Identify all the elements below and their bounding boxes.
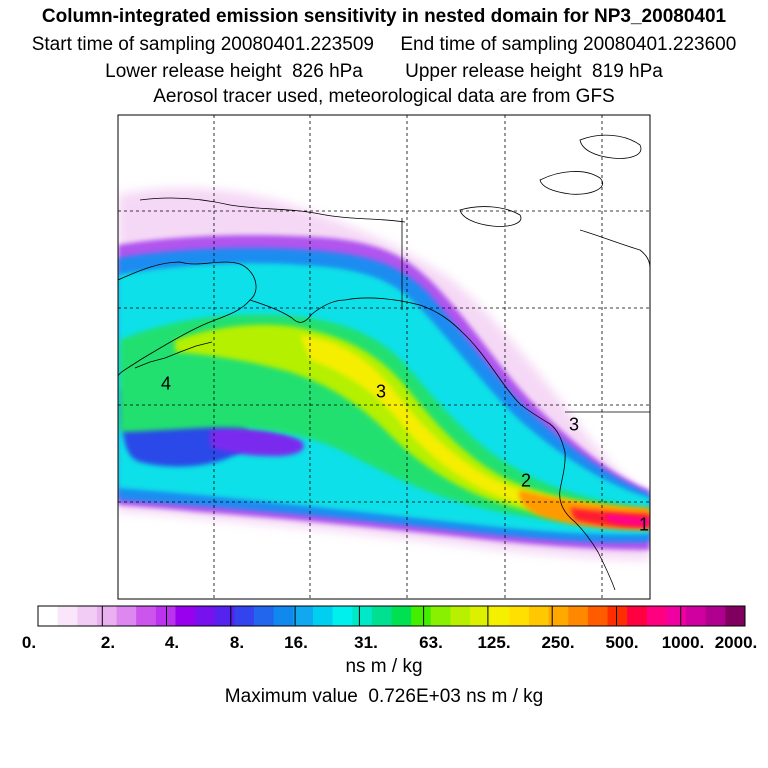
map-frame: [117, 114, 651, 600]
colorbar-swatch: [470, 606, 491, 626]
colorbar-swatch: [450, 606, 471, 626]
colorbar-swatch: [155, 606, 176, 626]
colorbar-swatch: [430, 606, 451, 626]
colorbar-swatch: [646, 606, 667, 626]
colorbar-frame: [37, 605, 746, 627]
alaska-peninsula: [249, 299, 346, 323]
colorbar-tick-3: 8.: [229, 633, 245, 652]
graticule: [118, 115, 650, 599]
map-label-2: 2: [520, 470, 532, 491]
colorbar-swatch: [391, 606, 412, 626]
canada-archipelago-2: [579, 134, 642, 159]
maximum-value: Maximum value 0.726E+03 ns m / kg: [224, 686, 544, 707]
colorbar-swatch: [116, 606, 137, 626]
tracer-note: Aerosol tracer used, meteorological data…: [153, 86, 615, 107]
colorbar-swatch: [725, 606, 746, 626]
colorbar-swatch: [195, 606, 216, 626]
colorbar: [38, 606, 746, 626]
map-label-1: 1: [638, 514, 650, 535]
end-time: End time of sampling 20080401.223600: [400, 34, 737, 55]
start-time: Start time of sampling 20080401.223509: [31, 34, 374, 55]
colorbar-tick-7: 125.: [477, 633, 511, 652]
colorbar-swatch: [568, 606, 589, 626]
sampling-times: Start time of sampling 20080401.223509 E…: [0, 34, 768, 56]
colorbar-swatch: [371, 606, 392, 626]
colorbar-tick-11: 2000.: [714, 633, 758, 652]
colorbar-swatch: [312, 606, 333, 626]
coastlines: [118, 134, 650, 591]
colorbar-swatch: [273, 606, 294, 626]
colorbar-unit: ns m / kg: [345, 656, 423, 677]
gulf-of-alaska-coast: [344, 297, 551, 425]
colorbar-swatch: [136, 606, 157, 626]
plume-yellow: [300, 335, 640, 520]
aleutian-1: [134, 341, 213, 369]
colorbar-swatch: [293, 606, 314, 626]
map-label-4: 4: [160, 373, 172, 394]
plume-purple-patch: [210, 428, 304, 457]
plume-magenta-core: [605, 514, 650, 526]
hudson-bay-edge: [579, 229, 650, 269]
colorbar-tick-2: 4.: [164, 633, 180, 652]
colorbar-swatch: [607, 606, 628, 626]
lower-release-height: Lower release height 826 hPa: [105, 61, 363, 82]
colorbar-swatch: [332, 606, 353, 626]
colorbar-swatch: [77, 606, 98, 626]
west-coast-na: [549, 423, 616, 591]
colorbar-tick-4: 16.: [284, 633, 308, 652]
sensitivity-field: [118, 187, 650, 560]
colorbar-swatch: [528, 606, 550, 626]
colorbar-swatch: [254, 606, 275, 626]
colorbar-swatch: [175, 606, 196, 626]
canada-archipelago-1: [539, 171, 603, 195]
colorbar-tick-8: 250.: [541, 633, 575, 652]
colorbar-swatch: [214, 606, 235, 626]
colorbar-swatch: [57, 606, 78, 626]
colorbar-tick-0: 0.: [21, 633, 37, 652]
colorbar-swatch: [666, 606, 687, 626]
colorbar-swatch: [234, 606, 255, 626]
colorbar-swatch: [587, 606, 608, 626]
release-heights: Lower release height 826 hPa Upper relea…: [0, 61, 768, 83]
colorbar-swatch: [352, 606, 373, 626]
colorbar-tick-1: 2.: [100, 633, 116, 652]
canada-archipelago-3: [459, 206, 522, 227]
colorbar-swatch: [411, 606, 432, 626]
upper-release-height: Upper release height 819 hPa: [405, 61, 663, 82]
colorbar-tick-6: 63.: [419, 633, 443, 652]
arctic-coast: [139, 197, 406, 223]
colorbar-swatch: [489, 606, 510, 626]
map-label-5: 3: [568, 414, 580, 435]
colorbar-tick-5: 31.: [354, 633, 378, 652]
colorbar-swatch: [38, 606, 59, 626]
colorbar-tick-10: 1000.: [661, 633, 705, 652]
colorbar-swatch: [705, 606, 726, 626]
colorbar-swatch: [548, 606, 569, 626]
map-label-3: 3: [375, 381, 387, 402]
colorbar-swatch: [509, 606, 530, 626]
plot-title: Column-integrated emission sensitivity i…: [41, 6, 727, 27]
colorbar-tick-9: 500.: [605, 633, 639, 652]
colorbar-swatch: [686, 606, 707, 626]
colorbar-swatch: [96, 606, 117, 626]
colorbar-swatch: [627, 606, 648, 626]
